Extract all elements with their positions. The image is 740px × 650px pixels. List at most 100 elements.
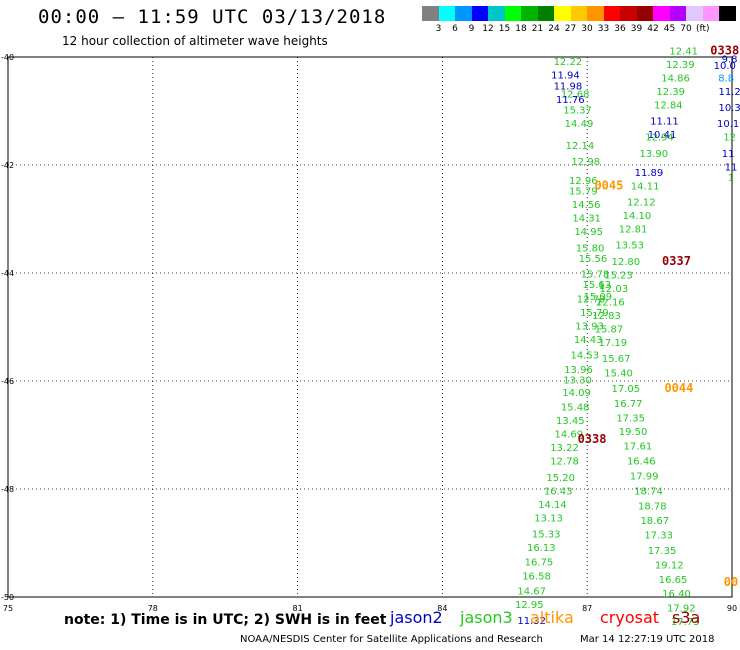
scale-label: 45 (663, 24, 676, 34)
data-point-jason3: 15.20 (546, 473, 575, 484)
data-point-jason3: 12.80 (611, 257, 640, 268)
scale-label: 36 (614, 24, 626, 34)
pass-time-label: 0045 (594, 178, 623, 192)
scale-label: 42 (647, 24, 659, 34)
data-point-jason3: 12.94 (645, 133, 674, 144)
scale-swatch (471, 6, 489, 21)
scale-label: 27 (564, 24, 577, 34)
data-point-jason3: 13.13 (534, 513, 563, 524)
data-point-jason3: 14.11 (631, 181, 660, 192)
data-point-jason3: 16.46 (627, 457, 656, 468)
data-point-jason3: 15.09 (583, 292, 612, 303)
data-point-jason3: 12.39 (666, 60, 695, 71)
scale-label: 3 (435, 24, 442, 34)
data-point-jason3: 19.50 (619, 427, 648, 438)
data-point-jason3: 14.56 (572, 200, 601, 211)
data-point: 1 (728, 173, 734, 184)
plot-frame (7, 56, 733, 598)
data-point-jason3: 18.78 (638, 502, 667, 513)
data-point-jason3: 14.69 (555, 430, 584, 441)
data-point-jason3: 17.92 (667, 604, 696, 615)
data-point-jason3: 17.33 (644, 531, 673, 542)
data-point-jason3: 15.80 (576, 243, 605, 254)
x-tick-label: 87 (582, 604, 592, 613)
data-point-jason3: 13.90 (639, 149, 668, 160)
legend-jason3: jason3 (460, 608, 513, 627)
data-point: 9.8 (722, 54, 738, 65)
data-point-jason3: 12.81 (619, 225, 648, 236)
data-point-jason2: 11 (722, 149, 735, 160)
chart-title: 00:00 – 11:59 UTC 03/13/2018 (38, 6, 387, 28)
pass-time-label: 00 (724, 575, 738, 589)
data-point-jason3: 12.41 (669, 46, 698, 57)
scale-label: 70 (680, 24, 692, 34)
x-tick-label: 78 (148, 604, 158, 613)
data-point-jason3: 15.79 (569, 187, 598, 198)
data-point-jason2: 10.0 (714, 61, 736, 72)
data-point-jason3: 14.14 (538, 500, 567, 511)
data-point-jason3: 16.75 (525, 558, 554, 569)
data-point-jason2: 11.98 (554, 81, 583, 92)
data-point-jason3: 12.83 (592, 311, 621, 322)
data-point-jason3: 1 (598, 281, 604, 292)
data-point-jason3: 15.33 (532, 530, 561, 541)
data-point-jason2: 10.1 (717, 119, 739, 130)
data-point-jason3: 14.43 (574, 335, 603, 346)
data-point-jason3: 15.56 (579, 254, 608, 265)
data-point-jason3: 12.68 (561, 90, 590, 101)
scale-label: 18 (515, 24, 527, 34)
scale-label: 21 (531, 24, 544, 34)
pass-time-label: 0338 (578, 432, 607, 446)
legend-altika: altika (530, 608, 574, 627)
scale-swatch (504, 6, 522, 21)
x-tick-label: 75 (3, 604, 13, 613)
data-point-jason3: 17.05 (611, 384, 640, 395)
scale-swatch (669, 6, 687, 21)
scale-label: 6 (452, 24, 458, 34)
data-point-jason3: 12.39 (656, 87, 685, 98)
data-point-jason3: 12.16 (596, 297, 625, 308)
data-point: 8.8 (718, 73, 734, 84)
scale-swatch (620, 6, 637, 21)
data-point: 12 (723, 133, 736, 144)
scale-swatch (702, 6, 720, 21)
data-point-jason3: 14.95 (574, 227, 603, 238)
data-point-jason3: 17.61 (624, 442, 653, 453)
pass-time-label: 0337 (662, 254, 691, 268)
data-point-jason3: 12.12 (627, 198, 656, 209)
data-point-jason3: 12.22 (554, 57, 583, 68)
pass-time-label: 0338 (710, 43, 739, 57)
data-point-jason3: 13.53 (615, 241, 644, 252)
data-point-jason3: 16.13 (527, 543, 556, 554)
data-point-jason3: 16.40 (662, 589, 691, 600)
data-point-jason2: 11 (725, 162, 738, 173)
scale-swatch (719, 6, 736, 21)
y-tick-label: -42 (1, 161, 14, 170)
data-point-jason3: 14.86 (661, 73, 690, 84)
data-point-jason2: 11.2 (718, 87, 740, 98)
scale-swatch (488, 6, 505, 21)
y-tick-label: -48 (1, 485, 14, 494)
data-point-jason3: 13.45 (556, 416, 585, 427)
scale-swatch (653, 6, 670, 21)
data-point-jason3: 14.49 (565, 119, 594, 130)
y-tick-label: -46 (1, 377, 14, 386)
data-point-jason2: 11.11 (650, 117, 679, 128)
data-point-jason3: 18.74 (634, 486, 663, 497)
legend-cryosat: cryosat (600, 608, 660, 627)
data-point-jason3: 12.73 (577, 295, 606, 306)
data-point-jason3: 18.67 (640, 516, 669, 527)
data-point-jason3: 15.40 (604, 369, 633, 380)
x-tick-label: 81 (293, 604, 303, 613)
data-point-jason2: 11.89 (635, 168, 664, 179)
data-point-jason3: 15.48 (561, 403, 590, 414)
scale-swatch (554, 6, 571, 21)
chart-subtitle: 12 hour collection of altimeter wave hei… (62, 34, 328, 48)
data-point-jason3: 17.99 (630, 471, 659, 482)
data-point-jason3: 12.84 (654, 100, 683, 111)
scale-label: 24 (548, 24, 560, 34)
data-point-jason3: 14.67 (517, 586, 546, 597)
data-point-jason3: 12.78 (550, 457, 579, 468)
scale-label: 33 (597, 24, 610, 34)
